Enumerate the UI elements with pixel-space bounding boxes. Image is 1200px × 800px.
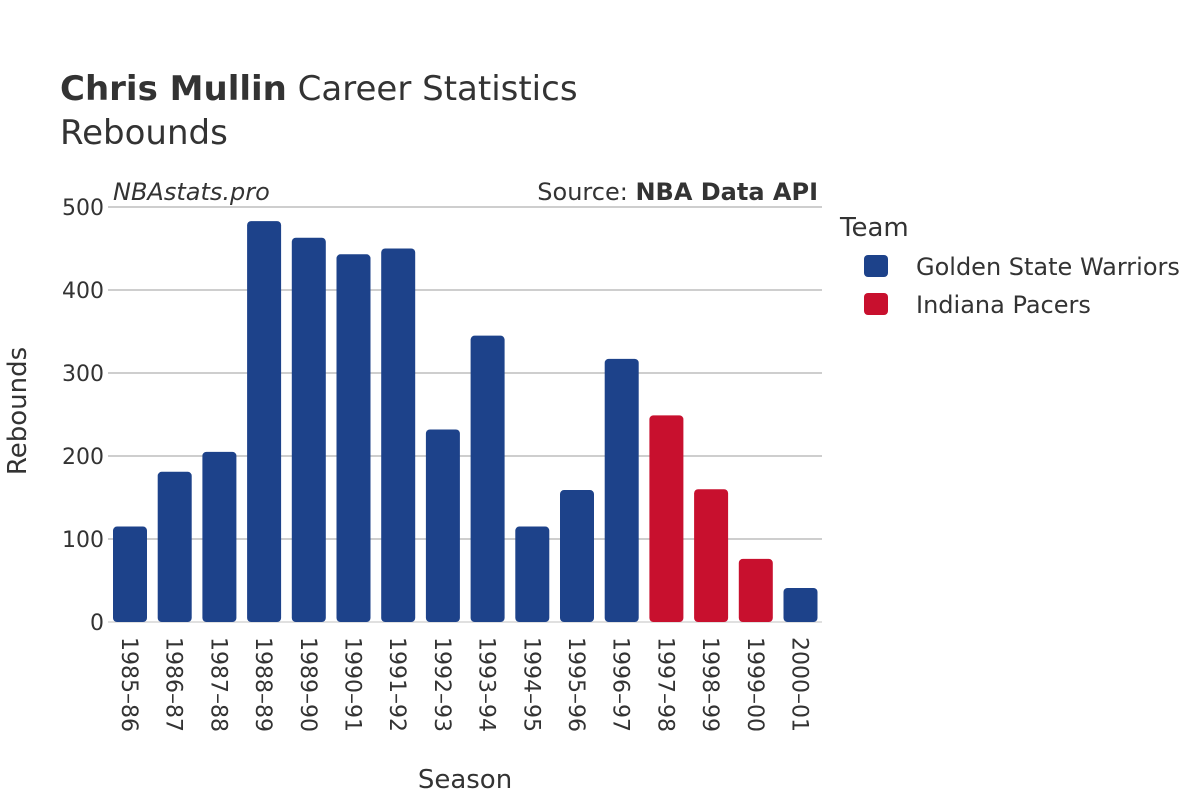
x-axis-ticks: 1985–86 1986–87 1987–88 1988–89 1989–90 1990–… [116, 637, 812, 732]
legend-swatch [864, 255, 888, 277]
bar [649, 415, 684, 622]
y-tick-label: 400 [62, 279, 104, 304]
x-tick-label: 1988–89 [250, 637, 275, 732]
chart-title: Chris Mullin Career Statistics [60, 69, 578, 109]
bar [157, 471, 192, 622]
source-label: Source: [537, 178, 635, 206]
legend-swatch [864, 293, 888, 315]
bar [113, 526, 147, 622]
x-tick-label: 1987–88 [205, 637, 230, 732]
x-tick-label: 2000–01 [787, 637, 812, 732]
watermark: NBAstats.pro [113, 178, 270, 206]
bar [604, 358, 639, 622]
x-tick-label: 1996–97 [608, 637, 633, 732]
y-tick-label: 0 [90, 611, 104, 636]
chart-title-rest: Career Statistics [287, 69, 578, 109]
x-tick-label: 1994–95 [518, 637, 543, 732]
legend-label: Golden State Warriors [916, 253, 1180, 281]
bar [291, 237, 326, 622]
x-tick-label: 1999–00 [742, 637, 767, 732]
x-tick-label: 1990–91 [340, 637, 365, 732]
legend: Team Golden State Warriors Indiana Pacers [839, 213, 1180, 319]
y-tick-label: 300 [62, 362, 104, 387]
bar [470, 335, 505, 622]
bar [515, 526, 550, 622]
x-tick-label: 1989–90 [295, 637, 320, 732]
y-tick-label: 500 [62, 196, 104, 221]
x-tick-label: 1991–92 [384, 637, 409, 732]
bar [560, 490, 594, 622]
x-tick-label: 1995–96 [563, 637, 588, 732]
bar [425, 429, 460, 622]
bar [694, 489, 729, 622]
source-credit: Source: NBA Data API [537, 178, 818, 206]
bar [202, 451, 237, 622]
x-tick-label: 1993–94 [474, 637, 499, 732]
y-tick-label: 100 [62, 528, 104, 553]
x-axis-label: Season [418, 765, 512, 795]
y-axis-label: Rebounds [3, 347, 33, 475]
y-tick-label: 200 [62, 445, 104, 470]
x-tick-label: 1986–87 [161, 637, 186, 732]
chart-subtitle: Rebounds [60, 113, 228, 153]
x-tick-label: 1997–98 [652, 637, 677, 732]
legend-label: Indiana Pacers [916, 291, 1091, 319]
bars [113, 221, 818, 623]
x-tick-label: 1998–99 [697, 637, 722, 732]
legend-title: Team [839, 213, 909, 243]
y-axis-ticks: 0 100 200 300 400 500 [62, 196, 104, 636]
source-value: NBA Data API [635, 178, 818, 206]
bar [783, 587, 818, 622]
bar [247, 221, 282, 623]
bar [381, 248, 416, 622]
bar [336, 254, 371, 622]
chart-title-player: Chris Mullin [60, 69, 287, 109]
bar [738, 558, 773, 622]
x-tick-label: 1992–93 [429, 637, 454, 732]
x-tick-label: 1985–86 [116, 637, 141, 732]
